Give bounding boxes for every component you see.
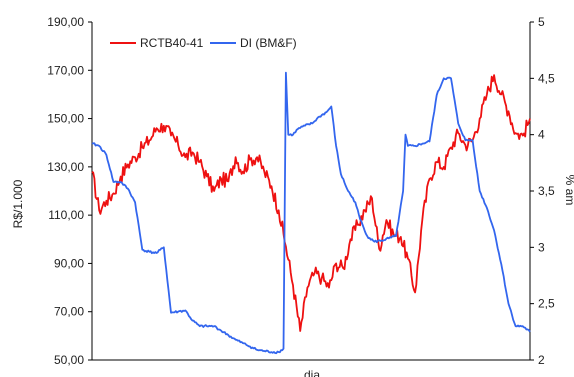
y-tick-label-left: 190,00: [47, 15, 84, 29]
axes: [88, 21, 534, 361]
y-tick-label-left: 170,00: [47, 63, 84, 77]
y-axis-right-title: % am: [563, 175, 574, 206]
tick-labels: 50,00 70,00 90,00 110,00 130,00 150,00 170,00 1…: [47, 15, 555, 367]
y-tick-label-right: 2: [538, 353, 545, 367]
series-line-rctb40-41: [91, 74, 531, 332]
legend-label-rctb: RCTB40-41: [140, 36, 204, 50]
y-tick-label-left: 110,00: [48, 208, 84, 222]
legend: RCTB40-41 DI (BM&F): [110, 36, 297, 50]
y-tick-label-left: 70,00: [54, 305, 84, 319]
series-line-di-bmf: [91, 71, 531, 355]
y-tick-label-right: 4: [538, 128, 545, 142]
y-tick-label-left: 150,00: [47, 112, 84, 126]
y-tick-label-left: 130,00: [47, 160, 84, 174]
x-axis-title: dia: [304, 368, 320, 377]
y-tick-label-right: 3,5: [538, 184, 555, 198]
series-lines: [91, 71, 531, 355]
y-tick-label-right: 3: [538, 240, 545, 254]
y-axis-left-title: R$/1.000: [11, 179, 25, 228]
y-tick-label-left: 90,00: [54, 256, 84, 270]
y-tick-label-right: 4,5: [538, 71, 555, 85]
y-tick-label-right: 2,5: [538, 297, 555, 311]
legend-label-di: DI (BM&F): [240, 36, 297, 50]
y-tick-label-left: 50,00: [54, 353, 84, 367]
y-tick-label-right: 5: [538, 15, 545, 29]
